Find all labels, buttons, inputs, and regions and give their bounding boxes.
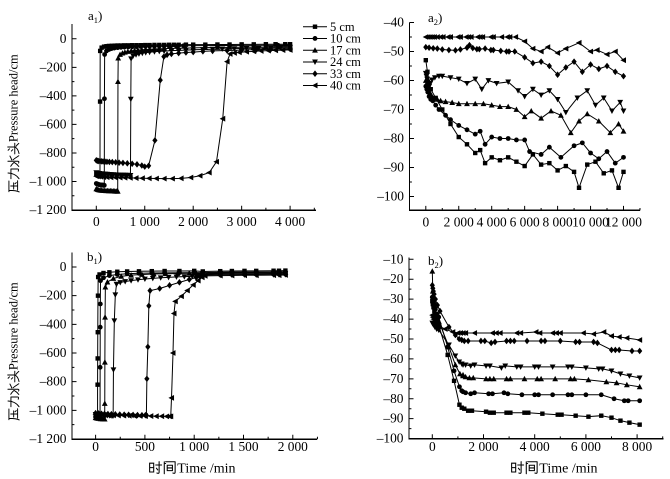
svg-text:5 cm: 5 cm: [330, 20, 355, 34]
svg-text:–90: –90: [383, 160, 404, 175]
svg-text:–200: –200: [39, 59, 67, 74]
svg-text:2 000: 2 000: [444, 214, 474, 229]
svg-text:–10: –10: [382, 251, 403, 266]
svg-text:–100: –100: [376, 431, 404, 446]
svg-text:1 000: 1 000: [179, 439, 209, 454]
svg-text:a1): a1): [88, 8, 102, 25]
svg-text:500: 500: [135, 439, 155, 454]
svg-text:–1 000: –1 000: [29, 402, 67, 417]
svg-text:1 500: 1 500: [228, 439, 258, 454]
svg-text:–200: –200: [39, 288, 67, 303]
svg-text:Time /min: Time /min: [177, 462, 235, 477]
svg-text:24 cm: 24 cm: [330, 55, 361, 69]
svg-text:0: 0: [429, 439, 436, 454]
svg-text:2 000: 2 000: [468, 439, 498, 454]
svg-text:–1 200: –1 200: [29, 431, 67, 446]
svg-text:–70: –70: [382, 371, 403, 386]
svg-text:2 000: 2 000: [278, 439, 308, 454]
svg-text:a2): a2): [428, 10, 442, 27]
svg-text:0: 0: [93, 214, 100, 229]
svg-text:–1 200: –1 200: [29, 202, 67, 217]
svg-text:–90: –90: [382, 411, 403, 426]
svg-text:b1): b1): [87, 249, 102, 266]
svg-text:–20: –20: [382, 271, 403, 286]
svg-text:6 000: 6 000: [571, 439, 601, 454]
svg-text:–400: –400: [39, 88, 67, 103]
svg-text:0: 0: [60, 31, 67, 46]
svg-text:4 000: 4 000: [275, 214, 305, 229]
svg-text:4 000: 4 000: [520, 439, 550, 454]
svg-text:–70: –70: [383, 102, 404, 117]
svg-text:1 000: 1 000: [130, 214, 160, 229]
svg-text:17 cm: 17 cm: [330, 43, 361, 57]
svg-text:10 000: 10 000: [572, 214, 609, 229]
svg-text:–1 000: –1 000: [29, 173, 67, 188]
svg-text:–800: –800: [39, 145, 67, 160]
svg-text:3 000: 3 000: [227, 214, 257, 229]
svg-text:10 cm: 10 cm: [330, 32, 361, 46]
svg-text:–400: –400: [39, 316, 67, 331]
svg-text:6 000: 6 000: [510, 214, 540, 229]
svg-text:33 cm: 33 cm: [330, 67, 361, 81]
svg-text:Pressure head/cm: Pressure head/cm: [7, 282, 21, 370]
svg-text:–80: –80: [382, 391, 403, 406]
svg-text:–100: –100: [376, 189, 404, 204]
svg-text:–40: –40: [383, 15, 404, 30]
svg-text:–60: –60: [382, 351, 403, 366]
svg-text:–50: –50: [382, 331, 403, 346]
svg-text:4 000: 4 000: [477, 214, 507, 229]
svg-text:–60: –60: [383, 73, 404, 88]
svg-text:–50: –50: [383, 44, 404, 59]
svg-text:–800: –800: [39, 374, 67, 389]
svg-text:Pressure head/cm: Pressure head/cm: [7, 54, 21, 142]
svg-text:8 000: 8 000: [622, 439, 652, 454]
svg-text:b2): b2): [428, 253, 443, 270]
svg-text:40 cm: 40 cm: [330, 79, 361, 93]
svg-text:0: 0: [92, 439, 99, 454]
svg-text:8 000: 8 000: [543, 214, 573, 229]
svg-text:–600: –600: [39, 116, 67, 131]
svg-text:12 000: 12 000: [605, 214, 642, 229]
svg-text:2 000: 2 000: [178, 214, 208, 229]
svg-text:0: 0: [422, 214, 429, 229]
svg-text:–40: –40: [382, 311, 403, 326]
svg-text:–80: –80: [383, 131, 404, 146]
svg-text:–600: –600: [39, 345, 67, 360]
svg-text:–30: –30: [382, 291, 403, 306]
svg-text:0: 0: [60, 259, 67, 274]
svg-text:Time /min: Time /min: [539, 462, 597, 477]
